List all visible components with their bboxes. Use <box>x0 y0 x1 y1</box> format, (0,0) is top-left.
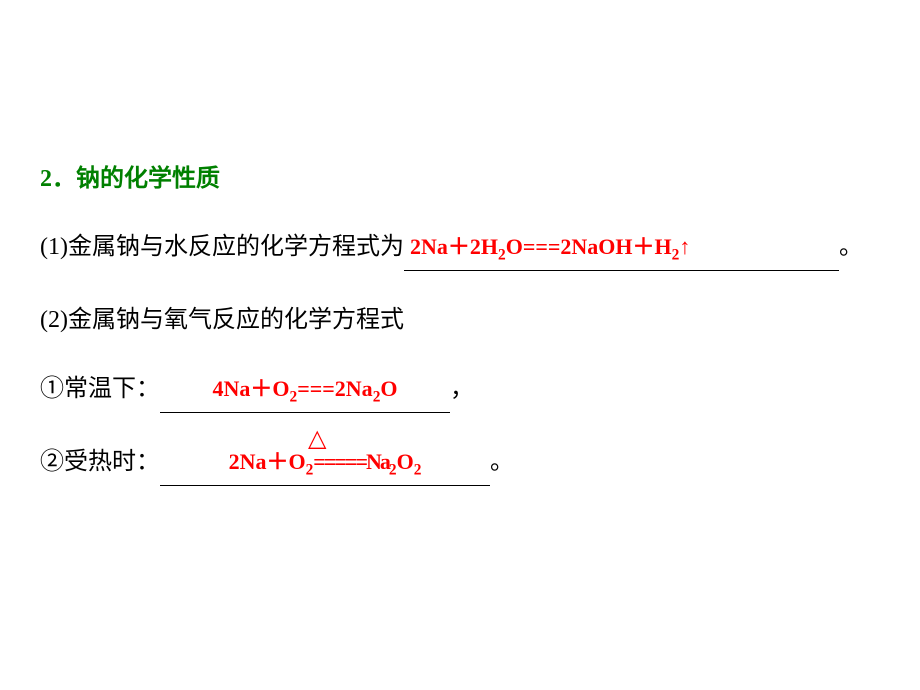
eq1-arrow: ↑ <box>679 234 690 259</box>
sub-item-2: ②受热时：△2Na＋O2=====Na2O2。 <box>40 443 890 486</box>
sub1-suffix: ， <box>450 376 474 402</box>
item2-intro-text: (2)金属钠与氧气反应的化学方程式 <box>40 307 404 333</box>
sub2-suffix: 。 <box>490 449 514 475</box>
eq1-p2: O===2NaOH＋H <box>506 234 672 259</box>
eq3-p4: O <box>397 449 414 474</box>
item1-prefix: (1)金属钠与水反应的化学方程式为 <box>40 234 404 260</box>
item1-suffix: 。 <box>839 234 863 260</box>
item-2-intro: (2)金属钠与氧气反应的化学方程式 <box>40 301 890 339</box>
eq3-sub2: 2 <box>389 461 397 478</box>
slide-content: 2．钠的化学性质 (1)金属钠与水反应的化学方程式为2Na＋2H2O===2Na… <box>40 160 890 516</box>
eq1-sub1: 2 <box>498 247 506 264</box>
eq2-p4: O <box>380 376 397 401</box>
eq2-p2: ===2Na <box>297 376 373 401</box>
section-heading: 2．钠的化学性质 <box>40 160 890 198</box>
heading-text: 2．钠的化学性质 <box>40 166 220 192</box>
eq2-p0: 4Na＋O <box>212 376 289 401</box>
sub-item-1: ①常温下： 4Na＋O2===2Na2O ， <box>40 370 890 413</box>
equation-1-blank: 2Na＋2H2O===2NaOH＋H2↑ <box>404 229 839 271</box>
eq1-p0: 2Na＋2H <box>410 234 498 259</box>
heat-triangle-icon: △ <box>308 420 326 458</box>
sub1-prefix: ①常温下： <box>40 376 160 402</box>
equation-1-answer: 2Na＋2H2O===2NaOH＋H2↑ <box>410 234 690 259</box>
item-1: (1)金属钠与水反应的化学方程式为2Na＋2H2O===2NaOH＋H2↑ 。 <box>40 228 890 271</box>
eq3-sub3: 2 <box>414 461 422 478</box>
equation-3-blank: △2Na＋O2=====Na2O2 <box>160 444 490 486</box>
sub2-prefix: ②受热时： <box>40 449 160 475</box>
equation-2-answer: 4Na＋O2===2Na2O <box>212 376 397 401</box>
equation-2-blank: 4Na＋O2===2Na2O <box>160 371 450 413</box>
eq3-p0: 2Na＋O <box>229 449 306 474</box>
